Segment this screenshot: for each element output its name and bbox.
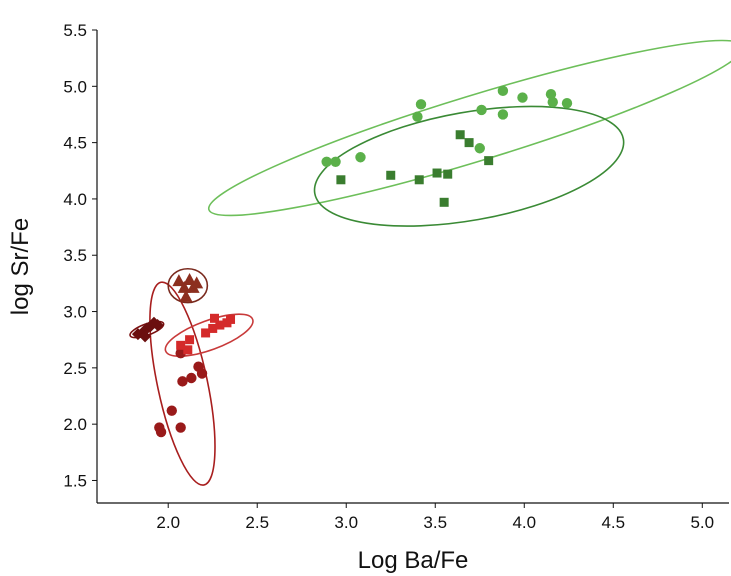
y-tick-label: 4.5: [63, 134, 87, 153]
data-point-square: [183, 345, 193, 355]
y-tick-label: 5.0: [63, 77, 87, 96]
data-point-square: [484, 156, 494, 166]
confidence-ellipse: [149, 281, 216, 486]
data-point-circle: [196, 368, 208, 379]
data-point-circle: [415, 99, 427, 110]
confidence-ellipse: [164, 313, 254, 357]
data-point-square: [414, 175, 424, 185]
data-point-square: [201, 328, 211, 338]
data-point-circle: [497, 109, 509, 120]
data-point-square: [209, 313, 219, 323]
y-tick-label: 2.0: [63, 415, 87, 434]
data-point-triangle: [172, 274, 186, 287]
data-point-square: [439, 197, 449, 207]
y-tick-label: 3.0: [63, 303, 87, 322]
y-tick-label: 3.5: [63, 246, 87, 265]
data-point-circle: [186, 372, 197, 384]
confidence-ellipse: [167, 267, 209, 304]
y-tick-label: 2.5: [63, 359, 87, 378]
data-point-diamond: [139, 330, 152, 343]
x-axis-title: Log Ba/Fe: [358, 547, 469, 574]
data-point-square: [464, 138, 474, 148]
y-tick-label: 4.0: [63, 190, 87, 209]
plot-area: 2.0 2.5 3.0 3.5 4.0 4.5 5.0 1.5 2.0 2.5 3.0 3.5 4.0…: [63, 21, 731, 532]
data-point-square: [443, 169, 453, 179]
x-tick-label: 2.5: [245, 513, 269, 532]
data-point-circle: [177, 376, 188, 387]
data-point-circle: [561, 98, 573, 109]
data-point-circle: [166, 405, 177, 416]
data-point-square: [226, 314, 236, 324]
confidence-ellipse: [313, 105, 625, 227]
data-point-circle: [474, 143, 485, 154]
x-tick-label: 4.5: [601, 513, 625, 532]
y-axis-title: log Sr/Fe: [7, 218, 34, 315]
data-point-circle: [517, 92, 528, 103]
x-tick-label: 4.0: [512, 513, 536, 532]
data-point-square: [432, 168, 442, 178]
data-point-circle: [547, 96, 558, 108]
y-axis-ticks: 1.5 2.0 2.5 3.0 3.5 4.0 4.5 5.0 5.5: [63, 21, 97, 490]
data-point-circle: [545, 88, 557, 100]
data-point-square: [215, 320, 225, 330]
confidence-ellipses: [129, 39, 731, 486]
data-point-circle: [497, 85, 509, 97]
data-point-circle: [355, 152, 366, 163]
data-point-square: [185, 335, 195, 345]
x-tick-label: 3.0: [334, 513, 358, 532]
data-point-diamond: [151, 319, 164, 332]
data-point-circle: [175, 348, 186, 359]
data-point-square: [386, 170, 396, 180]
data-point-circle: [476, 104, 487, 116]
data-point-circle: [330, 156, 341, 167]
x-tick-label: 2.0: [156, 513, 180, 532]
data-point-circle: [155, 426, 167, 438]
x-tick-label: 5.0: [690, 513, 714, 532]
y-tick-label: 5.5: [63, 21, 87, 40]
data-point-triangle: [179, 289, 193, 302]
data-point-circle: [175, 422, 186, 433]
data-point-circle: [412, 111, 423, 122]
data-point-square: [176, 340, 186, 350]
data-point-square: [455, 130, 465, 140]
data-point-circle: [321, 156, 332, 167]
data-point-square: [336, 175, 346, 185]
confidence-ellipse: [207, 39, 731, 217]
data-point-square: [208, 323, 218, 333]
data-point-triangle: [177, 280, 191, 293]
y-tick-label: 1.5: [63, 471, 87, 490]
data-point-triangle: [190, 276, 204, 289]
data-points: [131, 85, 573, 438]
x-axis-ticks: 2.0 2.5 3.0 3.5 4.0 4.5 5.0: [156, 503, 714, 532]
x-tick-label: 3.5: [423, 513, 447, 532]
